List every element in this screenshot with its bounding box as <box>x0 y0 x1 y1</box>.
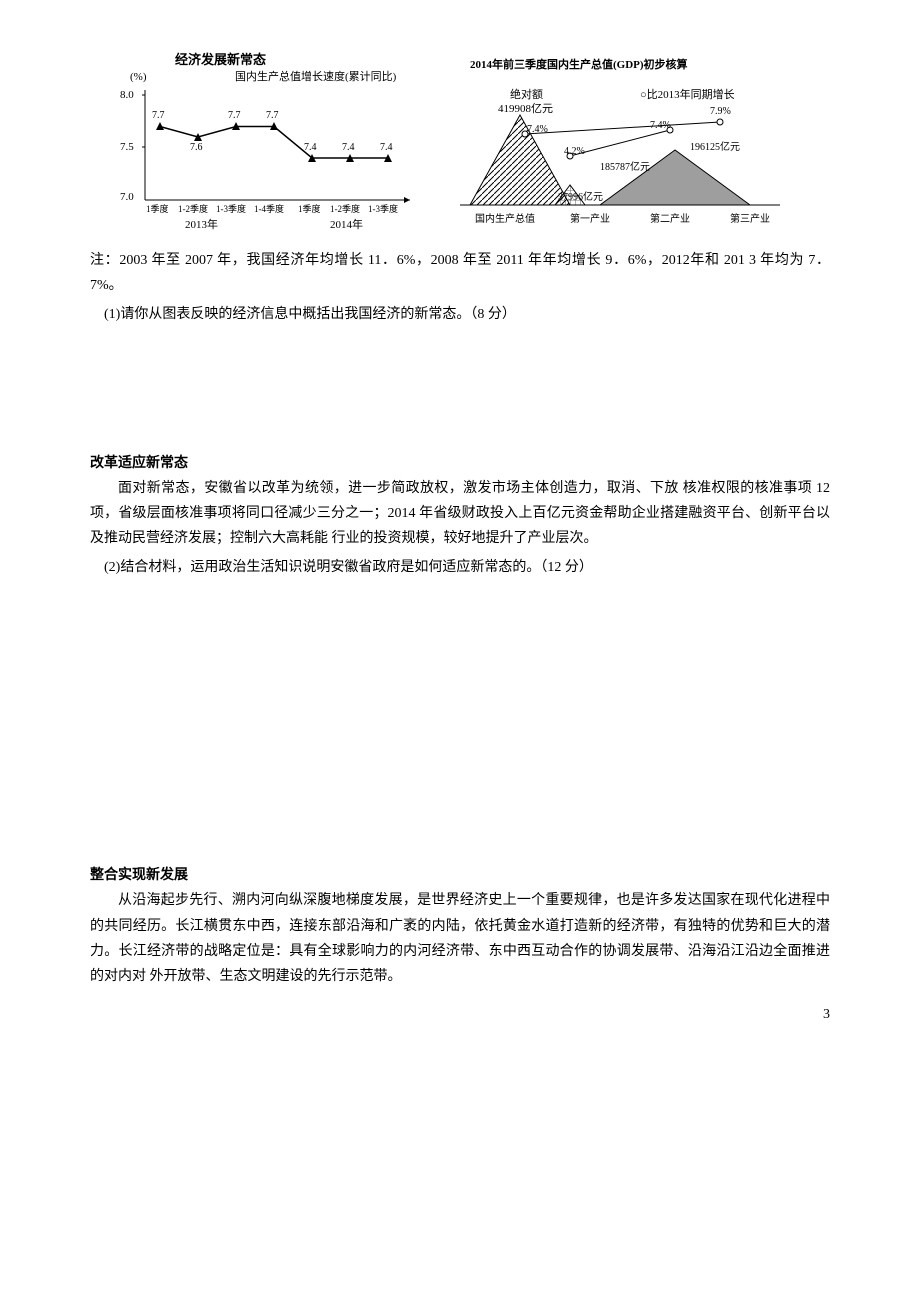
gdp-breakdown-chart: 2014年前三季度国内生产总值(GDP)初步核算 绝对额 419908亿元 ○比… <box>440 50 800 240</box>
triangle-chart-svg: 2014年前三季度国内生产总值(GDP)初步核算 绝对额 419908亿元 ○比… <box>440 50 800 240</box>
val-r2: 185787亿元 <box>600 160 650 173</box>
val-r3: 37996亿元 <box>558 190 603 203</box>
pct-0: 7.9% <box>710 106 731 117</box>
section2-paragraph: 面对新常态，安徽省以改革为统领，进一步简政放权，激发市场主体创造力，取消、下放 … <box>90 476 830 552</box>
val-2: 7.7 <box>228 110 241 121</box>
val-5: 7.4 <box>342 142 355 153</box>
val-1: 7.6 <box>190 142 203 153</box>
charts-row: 经济发展新常态 国内生产总值增长速度(累计同比) (%) 8.0 7.5 7.0 <box>90 50 830 240</box>
abs-value: 419908亿元 <box>498 102 553 115</box>
pct-line <box>525 122 720 134</box>
xl-3: 1-4季度 <box>254 203 284 214</box>
section2-heading: 改革适应新常态 <box>90 452 830 472</box>
xl-1: 1-2季度 <box>178 203 208 214</box>
xl-4: 1季度 <box>298 203 321 214</box>
y-unit: (%) <box>130 71 147 83</box>
xl-0: 1季度 <box>146 203 169 214</box>
gdp-growth-line-chart: 经济发展新常态 国内生产总值增长速度(累计同比) (%) 8.0 7.5 7.0 <box>90 50 420 240</box>
note-text: 注：2003 年至 2007 年，我国经济年均增长 11．6%，2008 年至 … <box>90 248 830 298</box>
rx-0: 国内生产总值 <box>475 212 535 225</box>
val-4: 7.4 <box>304 142 317 153</box>
answer-space-2 <box>90 584 830 864</box>
ytick-1: 7.5 <box>120 141 134 153</box>
question-1: (1)请你从图表反映的经济信息中概括出我国经济的新常态。（8 分） <box>90 302 830 327</box>
triangle-total <box>470 115 570 205</box>
rx-1: 第一产业 <box>570 212 610 225</box>
ytick-2: 8.0 <box>120 89 134 101</box>
pct-left: 7.4% <box>527 124 548 135</box>
chart-title: 经济发展新常态 <box>175 52 266 67</box>
growth-legend: ○比2013年同期增长 <box>640 87 735 101</box>
right-title: 2014年前三季度国内生产总值(GDP)初步核算 <box>470 57 688 71</box>
year-1: 2014年 <box>330 217 363 231</box>
rx-2: 第二产业 <box>650 212 690 225</box>
val-6: 7.4 <box>380 142 393 153</box>
pct-2: 4.2% <box>564 146 585 157</box>
x-axis-arrow <box>404 197 410 203</box>
val-3: 7.7 <box>266 110 279 121</box>
section3-paragraph: 从沿海起步先行、溯内河向纵深腹地梯度发展，是世界经济史上一个重要规律，也是许多发… <box>90 888 830 989</box>
ytick-0: 7.0 <box>120 191 134 203</box>
xl-2: 1-3季度 <box>216 203 246 214</box>
abs-label: 绝对额 <box>510 87 543 101</box>
chart-subtitle: 国内生产总值增长速度(累计同比) <box>235 69 397 83</box>
pct-marker-3 <box>717 119 723 125</box>
question-2: (2)结合材料，运用政治生活知识说明安徽省政府是如何适应新常态的。（12 分） <box>90 555 830 580</box>
triangle-secondary-tertiary <box>600 150 750 205</box>
pct-line2 <box>570 130 670 156</box>
xl-6: 1-3季度 <box>368 203 398 214</box>
line-chart-svg: 经济发展新常态 国内生产总值增长速度(累计同比) (%) 8.0 7.5 7.0 <box>90 50 420 240</box>
val-r1: 196125亿元 <box>690 140 740 153</box>
page-container: 经济发展新常态 国内生产总值增长速度(累计同比) (%) 8.0 7.5 7.0 <box>0 0 920 1043</box>
page-number: 3 <box>823 1007 830 1023</box>
answer-space-1 <box>90 332 830 452</box>
section3-heading: 整合实现新发展 <box>90 864 830 884</box>
val-0: 7.7 <box>152 110 165 121</box>
year-0: 2013年 <box>185 217 218 231</box>
rx-3: 第三产业 <box>730 212 770 225</box>
xl-5: 1-2季度 <box>330 203 360 214</box>
pct-1: 7.4% <box>650 120 671 131</box>
